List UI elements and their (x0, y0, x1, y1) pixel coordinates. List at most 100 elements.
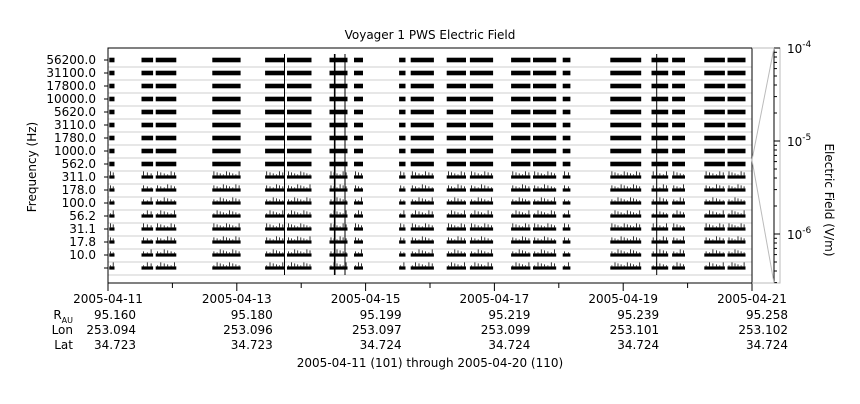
spectral-data-band (511, 214, 531, 218)
spectral-data-band (399, 188, 406, 192)
spectral-data-band (446, 122, 466, 128)
spectral-data-band (354, 135, 363, 141)
spectral-data-band (511, 253, 531, 257)
spectral-data-band (533, 109, 557, 115)
spectral-data-band (329, 122, 348, 128)
colorbar-tick-exponent: -5 (802, 133, 811, 143)
spectral-data-band (610, 122, 642, 128)
spectral-data-band (287, 148, 312, 154)
spectral-data-band (562, 175, 571, 179)
spectral-data-band (410, 148, 434, 154)
spectral-data-band (511, 201, 531, 205)
spectral-data-band (562, 57, 571, 63)
spectral-data-band (329, 135, 348, 141)
spectral-data-band (672, 135, 685, 141)
spectral-data-band (562, 266, 571, 270)
spectral-data-band (727, 135, 746, 141)
x-tick-label: 2005-04-19 (588, 292, 658, 306)
spectral-data-band (329, 240, 348, 244)
spectral-data-band (141, 240, 154, 244)
spectral-data-band (212, 57, 241, 63)
spectral-data-band (610, 188, 642, 192)
spectral-data-band (704, 266, 725, 270)
spectral-data-band (265, 201, 285, 205)
spectral-data-band (446, 175, 466, 179)
ephemeris-rau-value: 95.160 (94, 308, 136, 322)
spectral-data-band (155, 148, 177, 154)
spectral-data-band (610, 240, 642, 244)
spectral-data-band (354, 70, 363, 76)
spectral-data-band (399, 266, 406, 270)
spectral-data-band (610, 83, 642, 89)
spectral-data-band (704, 122, 725, 128)
date-range-footer: 2005-04-11 (101) through 2005-04-20 (110… (297, 356, 563, 370)
ephemeris-lat-value: 34.724 (488, 338, 530, 352)
spectral-data-band (109, 70, 115, 76)
ephemeris-lat-value: 34.723 (94, 338, 136, 352)
spectral-data-band (155, 240, 177, 244)
y-tick-label: 311.0 (62, 170, 96, 184)
spectral-data-band (155, 266, 177, 270)
spectral-data-band (562, 135, 571, 141)
spectral-data-band (212, 253, 241, 257)
spectral-data-band (155, 70, 177, 76)
spectral-data-band (410, 70, 434, 76)
spectral-data-band (704, 135, 725, 141)
colorbar-connector (751, 159, 775, 284)
spectral-data-band (511, 161, 531, 167)
spectral-data-band (672, 175, 685, 179)
spectral-data-band (354, 227, 363, 231)
spectral-data-band (141, 253, 154, 257)
spectral-data-band (469, 227, 494, 231)
spectral-data-band (212, 175, 241, 179)
spectral-data-band (704, 214, 725, 218)
spectral-data-band (651, 240, 669, 244)
spectral-data-band (212, 148, 241, 154)
spectral-data-band (265, 148, 285, 154)
spectral-data-band (727, 57, 746, 63)
ephemeris-lon-value: 253.099 (481, 323, 531, 337)
spectral-data-band (651, 70, 669, 76)
spectral-data-band (446, 135, 466, 141)
x-tick-label: 2005-04-11 (73, 292, 143, 306)
spectral-data-band (533, 175, 557, 179)
spectral-data-band (410, 135, 434, 141)
spectral-data-band (410, 266, 434, 270)
spectral-data-band (533, 227, 557, 231)
spectral-data-band (446, 96, 466, 102)
spectral-data-band (704, 201, 725, 205)
spectral-data-band (354, 240, 363, 244)
spectral-data-band (329, 201, 348, 205)
spectral-data-band (727, 227, 746, 231)
spectral-data-band (265, 240, 285, 244)
spectral-data-band (704, 148, 725, 154)
colorbar-tick-base: 10 (787, 135, 802, 149)
spectral-data-band (287, 161, 312, 167)
spectral-data-band (155, 96, 177, 102)
colorbar-tick-exponent: -6 (802, 226, 811, 236)
spectral-data-band (141, 188, 154, 192)
spectral-data-band (155, 175, 177, 179)
spectral-data-band (651, 266, 669, 270)
spectral-data-band (704, 175, 725, 179)
spectral-data-band (469, 266, 494, 270)
y-tick-label: 3110.0 (54, 118, 96, 132)
spectral-data-band (354, 161, 363, 167)
colorbar: 10-410-510-6 (751, 40, 812, 284)
y-tick-label: 100.0 (62, 196, 96, 210)
spectral-data-band (446, 83, 466, 89)
spectral-data-band (704, 96, 725, 102)
spectral-data-band (399, 253, 406, 257)
spectral-data-band (446, 266, 466, 270)
spectral-data-band (651, 214, 669, 218)
spectral-data-band (265, 266, 285, 270)
spectral-data-band (410, 83, 434, 89)
spectral-data-band (141, 266, 154, 270)
spectral-data-band (446, 240, 466, 244)
spectral-data-band (469, 96, 494, 102)
spectral-data-band (446, 70, 466, 76)
spectral-data-band (265, 122, 285, 128)
spectral-data-band (329, 175, 348, 179)
ephemeris-rau-value: 95.180 (231, 308, 273, 322)
